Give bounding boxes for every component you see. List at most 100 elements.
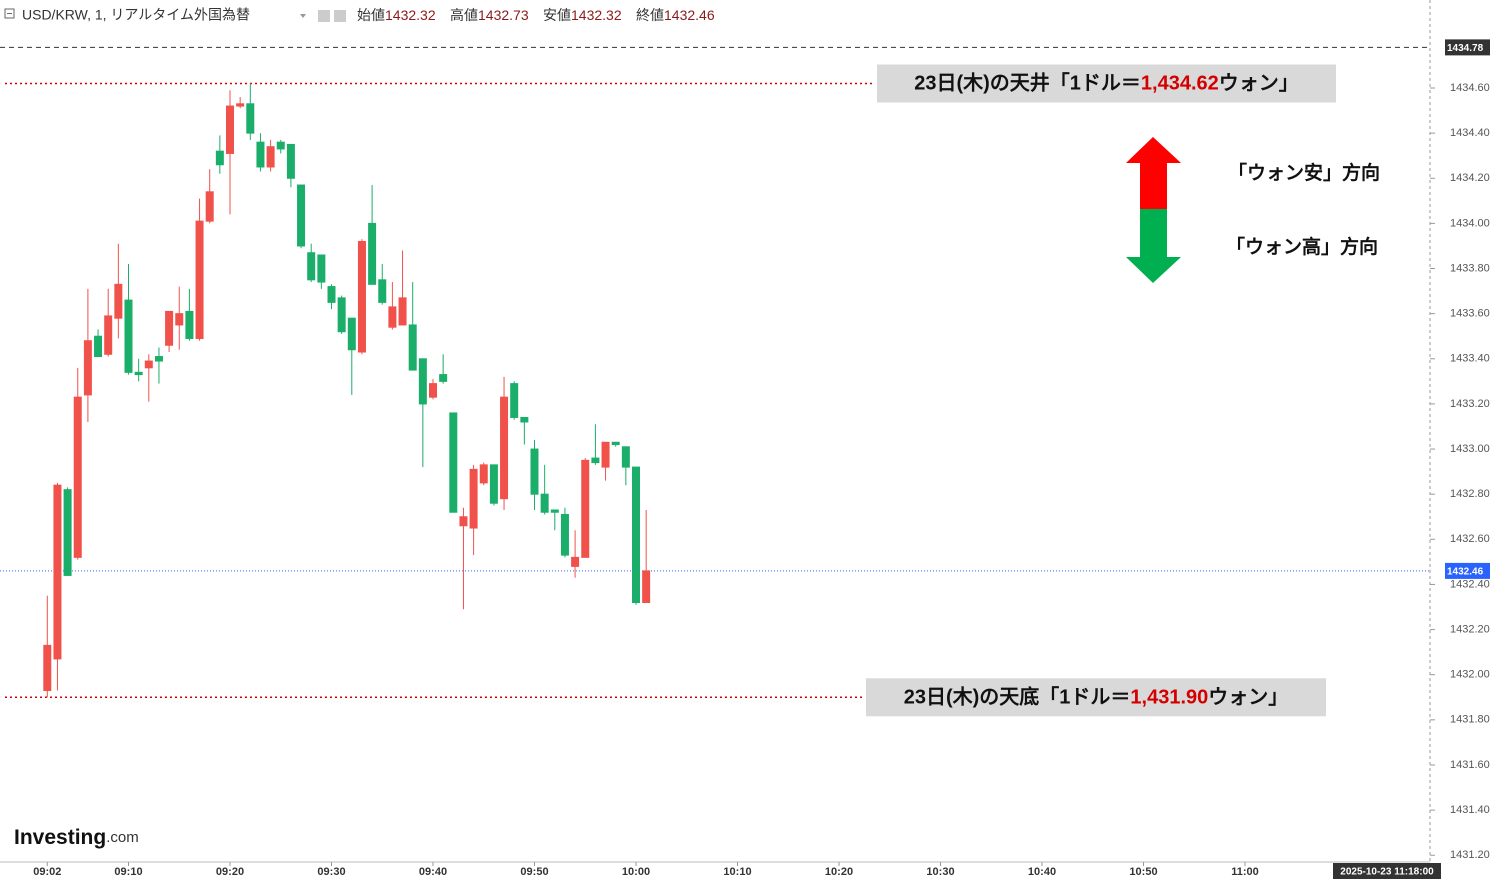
logo-suffix: .com	[106, 829, 139, 846]
candle-body	[297, 184, 306, 247]
dropdown[interactable]	[300, 14, 306, 18]
annotation-suffix: ウォン」	[1208, 686, 1288, 709]
y-tick-label: 1431.60	[1450, 759, 1490, 771]
y-tick-label: 1434.40	[1450, 127, 1490, 139]
candle-body	[154, 356, 163, 362]
direction-label: 「ウォン安」方向	[1228, 161, 1380, 184]
candle-body	[185, 310, 194, 339]
annotation-value-label: 1,434.62	[1141, 73, 1219, 95]
candle-body	[398, 297, 407, 326]
ohlc-value: 1432.46	[664, 7, 715, 23]
y-tick-label: 1432.00	[1450, 669, 1490, 681]
y-tick-label: 1431.40	[1450, 804, 1490, 816]
symbol: USD/KRW, 1, リアルタイム外国為替	[22, 7, 250, 23]
price-box	[1445, 562, 1490, 579]
x-tick-label: 09:50	[520, 866, 548, 878]
candle-body	[418, 358, 427, 405]
candle-body	[368, 222, 377, 285]
ohlc-value: 1432.73	[478, 7, 529, 23]
candle-body	[520, 416, 529, 423]
candle-body	[205, 191, 214, 222]
candle-body	[94, 335, 103, 358]
candle-body	[611, 441, 620, 446]
icon[interactable]	[318, 10, 330, 22]
candle-body	[266, 146, 275, 168]
collapse-icon[interactable]	[4, 8, 15, 19]
candle-body	[165, 310, 174, 346]
y-tick-label: 1433.20	[1450, 398, 1490, 410]
x-tick-label: 09:02	[33, 866, 61, 878]
candle-body	[307, 252, 316, 281]
candle-body	[632, 466, 640, 603]
candle-body	[500, 396, 509, 500]
candle-body	[530, 448, 539, 495]
candle-body	[175, 313, 184, 326]
y-tick-label: 1431.20	[1450, 849, 1490, 861]
candle-body	[449, 412, 458, 513]
y-tick-label: 1434.60	[1450, 82, 1490, 94]
x-tick-label: 09:40	[419, 866, 447, 878]
y-tick-label: 1434.00	[1450, 217, 1490, 229]
annotation-text: 23日(木)の天井「1ドル＝1,434.62ウォン」	[914, 71, 1299, 95]
x-tick-label: 10:40	[1028, 866, 1056, 878]
candle-body	[510, 383, 519, 418]
down-arrow	[1126, 209, 1181, 283]
y-tick-label: 1432.60	[1450, 533, 1490, 545]
candle-body	[347, 317, 356, 351]
logo: Investing.com	[14, 826, 139, 849]
candle-body	[134, 371, 143, 376]
ohlc-label: 始値	[357, 7, 385, 23]
annotation-prefix: 23日(木)の天井「1ドル＝	[914, 71, 1141, 95]
candle-body	[124, 299, 133, 373]
candle-body	[104, 315, 113, 355]
logo-text: Investing	[14, 826, 106, 849]
annotation-prefix: 23日(木)の天底「1ドル＝	[904, 685, 1131, 709]
x-tick-label: 11:00	[1231, 866, 1259, 878]
up-arrow	[1126, 137, 1181, 209]
x-tick-label: 09:10	[114, 866, 142, 878]
direction-label: 「ウォン高」方向	[1226, 235, 1378, 258]
candle-body	[357, 240, 366, 353]
candle-body	[591, 457, 600, 464]
candle-body	[337, 297, 346, 333]
candle-body	[246, 103, 255, 134]
x-tick-label: 10:10	[723, 866, 751, 878]
y-tick-label: 1433.80	[1450, 262, 1490, 274]
candle-body	[550, 509, 559, 513]
candle-body	[236, 103, 245, 107]
candle-body	[469, 468, 478, 529]
ohlc-label: 安値	[543, 7, 571, 23]
candle-body	[114, 283, 123, 319]
candle-body	[256, 141, 265, 168]
ohlc-item: 安値1432.32	[543, 7, 622, 23]
candle-body	[215, 150, 224, 166]
candle-body	[73, 396, 82, 558]
candle-body	[429, 383, 437, 398]
date-box	[1333, 863, 1441, 879]
candle-body	[286, 143, 295, 179]
candle-body	[388, 306, 397, 328]
y-tick-label: 1432.20	[1450, 623, 1490, 635]
candle-body	[489, 464, 498, 504]
annotation-box	[877, 64, 1336, 103]
candle-body	[540, 493, 549, 513]
y-tick-label: 1433.60	[1450, 308, 1490, 320]
ohlc-value: 1432.32	[385, 7, 436, 23]
price-label: 1434.78	[1447, 43, 1484, 54]
candle-body	[144, 360, 153, 369]
candle-body	[327, 286, 336, 303]
annotation-suffix: ウォン」	[1219, 72, 1299, 95]
annotation-value-label: 1,431.90	[1130, 687, 1208, 709]
ohlc-item: 終値1432.46	[636, 7, 715, 23]
icon[interactable]	[334, 10, 346, 22]
candle-body	[439, 374, 448, 382]
date-label: 2025-10-23 11:18:00	[1340, 867, 1434, 878]
x-tick-label: 10:00	[622, 866, 650, 878]
price-box	[1445, 39, 1490, 56]
y-tick-label: 1434.20	[1450, 172, 1490, 184]
y-tick-label: 1433.40	[1450, 353, 1490, 365]
candle-body	[63, 489, 72, 576]
candle-body	[226, 105, 234, 154]
candle-body	[571, 556, 580, 567]
